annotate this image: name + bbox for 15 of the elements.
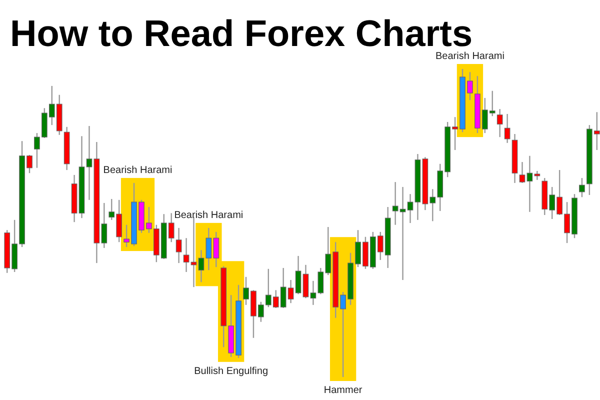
candlestick <box>302 264 309 299</box>
candlestick <box>176 227 182 264</box>
candlestick <box>504 113 510 144</box>
text: Bearish Harami <box>436 51 504 62</box>
annotation: Bearish Harami <box>174 210 244 221</box>
candlestick <box>579 177 585 198</box>
candlestick <box>86 125 92 200</box>
candlestick <box>407 193 414 224</box>
annotation: Bullish Engulfing <box>194 366 268 377</box>
candlestick <box>183 237 190 273</box>
candlestick <box>295 255 302 295</box>
text: Hammer <box>324 385 363 396</box>
annotation: Bearish Harami <box>103 164 172 176</box>
candlestick <box>519 161 526 184</box>
candlestick <box>496 108 503 138</box>
